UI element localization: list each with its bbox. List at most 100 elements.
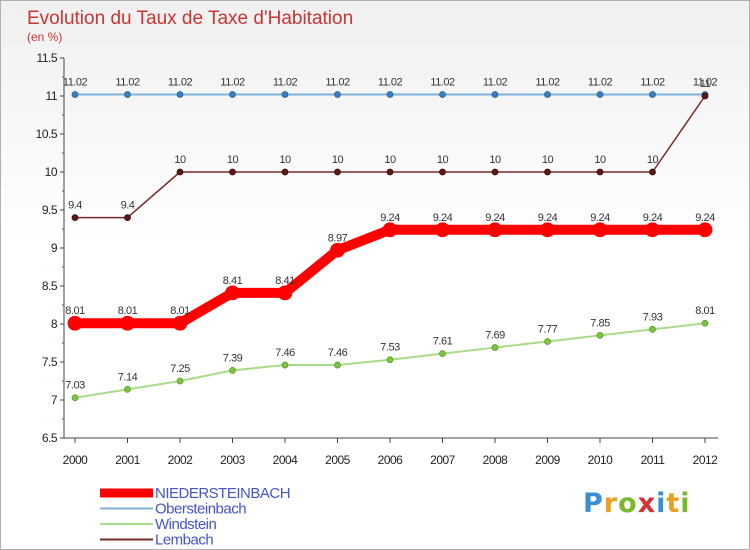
data-point <box>334 361 341 369</box>
y-tick-label: 7.5 <box>42 355 58 369</box>
x-tick-label: 2007 <box>430 453 456 467</box>
data-point <box>439 168 446 176</box>
data-point <box>229 168 236 176</box>
data-label: 11.02 <box>115 76 140 88</box>
data-point <box>71 214 79 222</box>
data-label: 10 <box>594 154 606 166</box>
data-label: 8.97 <box>328 232 348 244</box>
data-label: 7.93 <box>643 311 663 323</box>
data-point <box>487 222 503 238</box>
data-point <box>176 377 184 385</box>
data-label: 9.24 <box>695 212 715 224</box>
legend-label: Windstein <box>155 516 217 533</box>
y-tick-label: 7 <box>51 393 58 407</box>
data-point <box>540 222 555 238</box>
data-point <box>124 91 131 98</box>
data-label: 8.41 <box>275 275 295 287</box>
data-point <box>596 331 604 339</box>
chart-subtitle: (en %) <box>27 30 62 44</box>
x-tick-label: 2009 <box>535 453 561 467</box>
data-point <box>386 91 394 98</box>
legend: NIEDERSTEINBACHObersteinbachWindsteinLem… <box>100 485 291 549</box>
data-point <box>386 356 394 364</box>
data-label: 10 <box>332 154 344 166</box>
data-label: 7.85 <box>590 317 610 329</box>
data-point <box>544 338 551 345</box>
logo-letter: t <box>666 488 681 519</box>
data-label: 9.24 <box>643 212 663 224</box>
data-label: 7.39 <box>223 352 243 364</box>
data-point <box>649 168 656 176</box>
y-tick-label: 8.5 <box>42 279 58 293</box>
legend-label: NIEDERSTEINBACH <box>155 485 290 502</box>
data-label: 7.25 <box>170 363 190 375</box>
data-point <box>334 168 341 176</box>
logo-letter: x <box>637 488 657 519</box>
y-tick-label: 9.5 <box>42 203 58 217</box>
data-point <box>491 344 499 351</box>
data-point <box>281 91 289 98</box>
data-point <box>281 168 289 176</box>
x-tick-label: 2005 <box>325 453 351 467</box>
logo-letter: i <box>680 488 691 519</box>
data-label: 11.02 <box>325 76 350 88</box>
data-point <box>71 91 79 98</box>
data-point <box>701 92 709 100</box>
data-label: 7.03 <box>65 380 85 392</box>
x-tick-label: 2006 <box>378 453 404 467</box>
data-label: 8.01 <box>170 305 190 317</box>
series-niedersteinbach: 8.01 8.01 8.01 8.41 8.41 8.97 9.24 9.24 9.24 9.24… <box>65 212 716 331</box>
data-point <box>124 214 131 222</box>
data-point <box>176 91 184 98</box>
data-label: 9.4 <box>68 200 82 212</box>
data-point <box>596 91 604 98</box>
x-tick-label: 2010 <box>588 453 614 467</box>
x-tick-label: 2002 <box>168 453 194 467</box>
data-label: 7.53 <box>380 342 400 354</box>
data-label: 10 <box>174 154 186 166</box>
series-windstein: 7.03 7.14 7.25 7.39 7.46 7.46 7.53 7.61 7.69 7.77… <box>65 305 716 402</box>
data-label: 11.02 <box>378 76 403 88</box>
x-tick-label: 2008 <box>483 453 509 467</box>
legend-label: Obersteinbach <box>155 501 246 518</box>
data-point <box>382 222 398 238</box>
data-point <box>491 168 499 176</box>
legend-label: Lembach <box>155 532 213 549</box>
data-point <box>176 168 184 176</box>
series-obersteinbach: 11.02 11.02 11.02 11.02 11.02 11.02 11.02 11.02… <box>63 76 718 98</box>
data-point <box>67 315 83 331</box>
data-point <box>229 91 236 98</box>
data-point <box>120 315 135 331</box>
data-point <box>277 285 293 301</box>
data-label: 7.46 <box>328 347 348 359</box>
logo-letter: i <box>656 488 667 519</box>
data-point <box>225 285 240 301</box>
data-label: 10 <box>227 154 239 166</box>
data-label: 11.02 <box>273 76 298 88</box>
data-point <box>439 350 446 358</box>
data-point <box>645 222 660 238</box>
series-lembach: 9.4 9.4 10 10 10 10 10 10 10 10 10 10 11 <box>68 78 711 222</box>
data-label: 8.01 <box>695 305 715 317</box>
y-tick-label: 8 <box>51 317 58 331</box>
data-label: 9.24 <box>538 212 558 224</box>
x-tick-label: 2004 <box>273 453 299 467</box>
data-label: 8.01 <box>118 305 138 317</box>
chart-title: Evolution du Taux de Taxe d'Habitation <box>27 8 353 29</box>
data-label: 10 <box>489 154 501 166</box>
data-point <box>172 315 188 331</box>
data-label: 11.02 <box>535 76 560 88</box>
data-label: 11.02 <box>693 76 718 88</box>
data-label: 7.69 <box>485 330 505 342</box>
data-label: 11.02 <box>588 76 613 88</box>
data-label: 11.02 <box>168 76 193 88</box>
y-tick-label: 10 <box>45 165 58 179</box>
data-label: 9.24 <box>380 212 400 224</box>
data-label: 11.02 <box>640 76 665 88</box>
data-label: 8.01 <box>65 305 85 317</box>
data-point <box>439 91 446 98</box>
data-label: 9.24 <box>590 212 610 224</box>
axes: 6.5 7 7.5 8 8.5 9 9.5 10 10.5 11 11.5 2000 2001 2002 2… <box>36 51 719 467</box>
y-tick-label: 10.5 <box>36 127 58 141</box>
